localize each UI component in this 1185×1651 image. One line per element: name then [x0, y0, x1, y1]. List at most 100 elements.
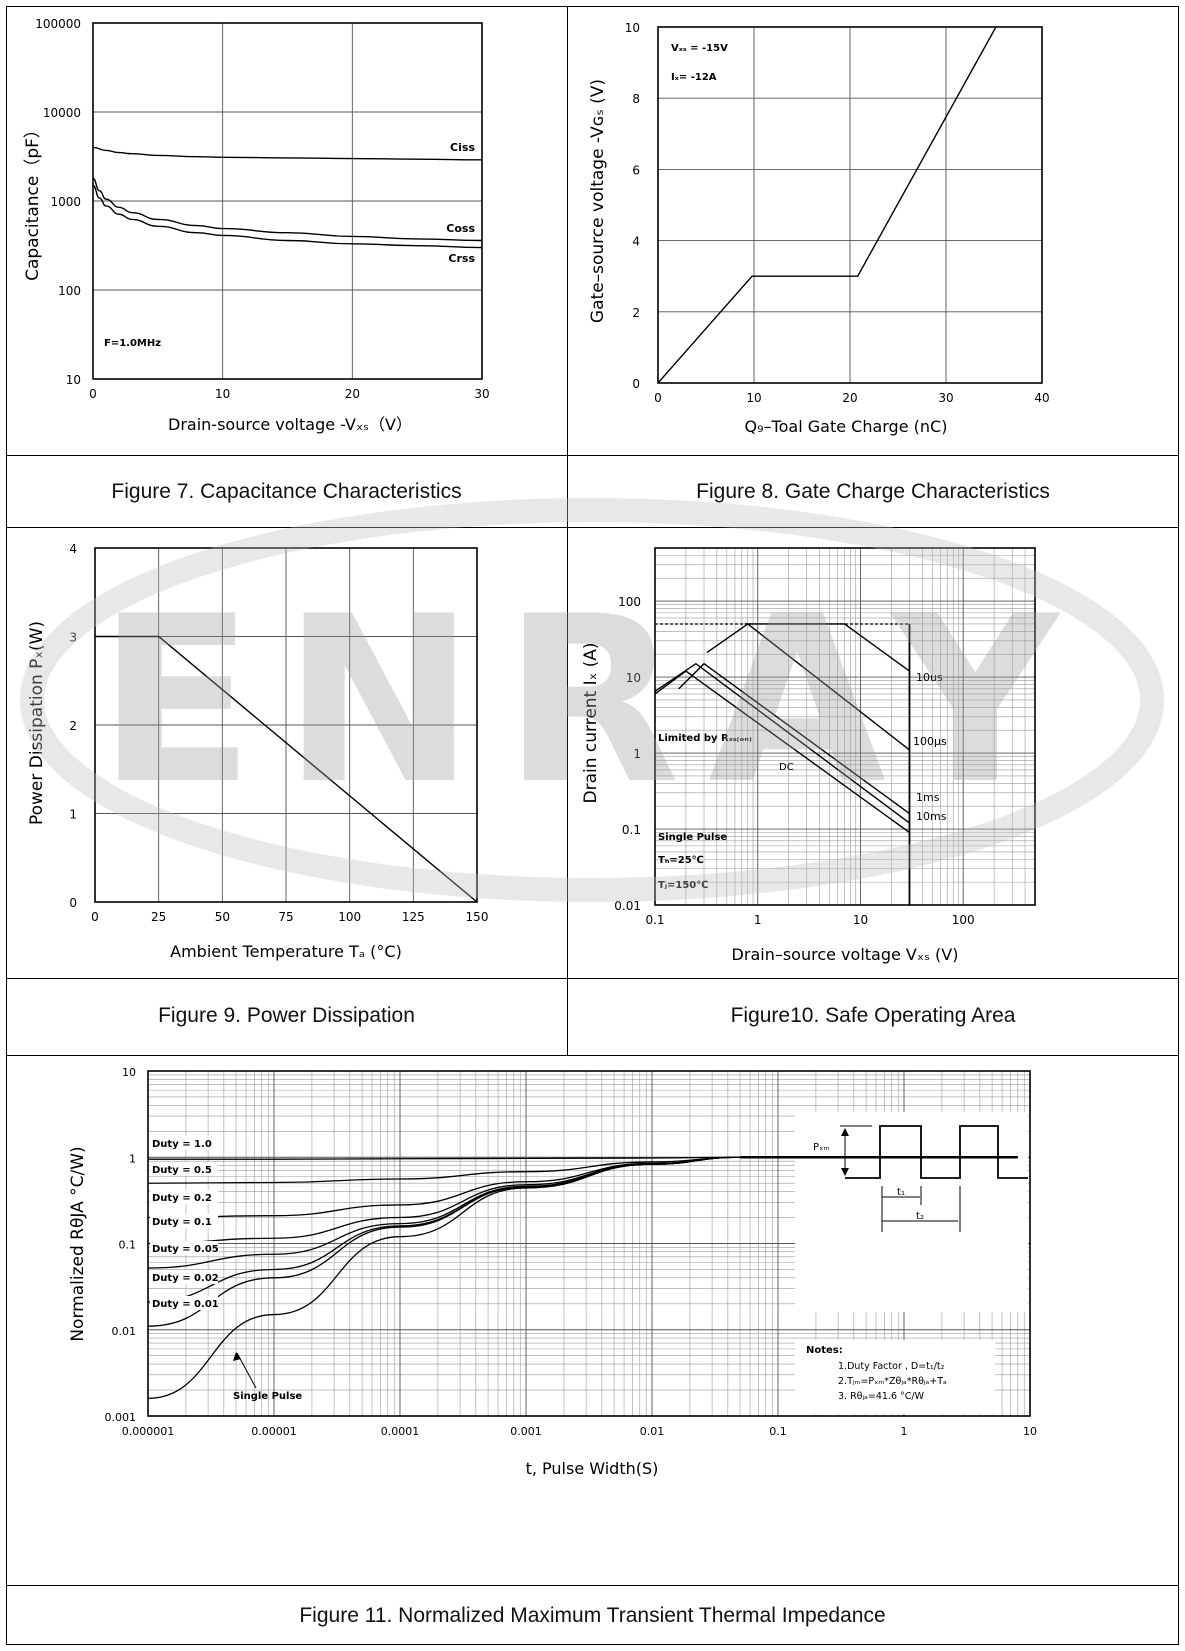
fig8-ytick-label: 8 — [632, 92, 640, 106]
fig11-label-single-pulse: Single Pulse — [233, 1391, 302, 1402]
fig7-series-ciss — [93, 147, 482, 159]
fig10-annotation-single-pulse: Single Pulse — [658, 832, 727, 843]
fig11-xtick-label: 0.01 — [640, 1425, 665, 1438]
fig11-inset-mask — [795, 1112, 1028, 1312]
fig11-xtick-label: 0.0001 — [381, 1425, 420, 1438]
fig10-ytick-label: 100 — [618, 595, 641, 609]
fig8-ylabel: Gate–source voltage -Vɢₛ (V) — [588, 79, 608, 323]
fig10-ytick-label: 0.1 — [622, 823, 641, 837]
fig10-xtick-label: 10 — [853, 913, 868, 927]
fig9-ytick-label: 1 — [69, 808, 77, 822]
fig9-ylabel: Power Dissipation Pₓ(W) — [27, 621, 47, 825]
fig11-duty-label-1: Duty = 0.5 — [152, 1165, 212, 1176]
fig11-note-2: 2.Tⱼₘ=Pₓₘ*Zθⱼₐ*Rθⱼₐ+Tₐ — [838, 1376, 947, 1387]
fig9-ytick-label: 3 — [69, 631, 77, 645]
fig8-ytick-label: 2 — [632, 306, 640, 320]
fig11-duty-label-5: Duty = 0.02 — [152, 1273, 219, 1284]
fig10-annotation-tj: Tⱼ=150℃ — [658, 880, 708, 891]
fig9-xtick-label: 150 — [466, 910, 489, 924]
fig10-label-1ms: 1ms — [916, 791, 940, 804]
fig11-duty-label-3: Duty = 0.1 — [152, 1217, 212, 1228]
fig10-xtick-label: 1 — [754, 913, 762, 927]
fig9-ytick-label: 4 — [69, 542, 77, 556]
fig9-xtick-label: 25 — [151, 910, 166, 924]
fig9-xtick-label: 50 — [215, 910, 230, 924]
fig11-ytick-label: 0.01 — [112, 1325, 137, 1338]
fig11-duty-label-0: Duty = 1.0 — [152, 1139, 212, 1150]
fig8-ytick-label: 10 — [625, 21, 640, 35]
fig7-xtick-label: 30 — [474, 387, 489, 401]
fig8-ytick-label: 4 — [632, 235, 640, 249]
fig8-ytick-label: 0 — [632, 377, 640, 391]
fig7-ytick-label: 10000 — [43, 106, 81, 120]
fig7-ytick-label: 100000 — [35, 17, 81, 31]
fig11-xtick-label: 0.000001 — [122, 1425, 175, 1438]
fig10-xtick-label: 100 — [952, 913, 975, 927]
fig9-xtick-label: 125 — [402, 910, 425, 924]
fig10-annotation-tc: Tₕ=25℃ — [658, 855, 704, 866]
fig11-note-1: 1.Duty Factor , D=t₁/t₂ — [838, 1361, 945, 1372]
fig7-label-crss: Crss — [448, 252, 475, 265]
fig10-label-10us: 10us — [916, 671, 943, 684]
fig7-ytick-label: 1000 — [50, 195, 81, 209]
fig8-xtick-label: 40 — [1034, 391, 1049, 405]
fig11-ytick-label: 1 — [129, 1152, 136, 1165]
fig10-series-100-s — [707, 624, 910, 750]
fig11-note-3: 3. Rθⱼₐ=41.6 °C/W — [838, 1391, 925, 1402]
fig8-annotation-id: Iₓ= -12A — [671, 72, 717, 83]
fig7-annotation: F=1.0MHz — [104, 338, 161, 349]
fig11-xtick-label: 1 — [901, 1425, 908, 1438]
fig11-xtick-label: 10 — [1023, 1425, 1037, 1438]
fig11-notes-title: Notes: — [806, 1345, 843, 1356]
fig11-ytick-label: 0.1 — [119, 1239, 137, 1252]
fig9-ytick-label: 2 — [69, 719, 77, 733]
fig10-ytick-label: 10 — [626, 671, 641, 685]
fig11-ytick-label: 10 — [122, 1066, 136, 1079]
fig9-xlabel: Ambient Temperature Tₐ (°C) — [170, 942, 402, 961]
fig10-series-dc — [655, 671, 909, 832]
fig11-xlabel: t, Pulse Width(S) — [526, 1459, 659, 1478]
fig11-duty-label-6: Duty = 0.01 — [152, 1299, 219, 1310]
fig11-duty-label-4: Duty = 0.05 — [152, 1244, 219, 1255]
fig10-label-10ms: 10ms — [916, 810, 947, 823]
fig11-inset-t2: t₂ — [916, 1211, 924, 1222]
fig8-xtick-label: 10 — [746, 391, 761, 405]
fig7-xlabel: Drain-source voltage -Vₓₛ（V） — [168, 415, 412, 434]
fig11-xtick-label: 0.1 — [769, 1425, 787, 1438]
fig8-xtick-label: 20 — [842, 391, 857, 405]
fig10-label-100us: 100µs — [913, 735, 947, 748]
fig9-xtick-label: 75 — [278, 910, 293, 924]
fig8-xlabel: Q₉–Toal Gate Charge (nC) — [745, 417, 948, 436]
fig9-ytick-label: 0 — [69, 896, 77, 910]
fig10-xtick-label: 0.1 — [645, 913, 664, 927]
fig10-ytick-label: 0.01 — [614, 899, 641, 913]
fig10-xlabel: Drain–source voltage Vₓₛ (V) — [732, 945, 959, 964]
fig7-series-crss — [93, 185, 482, 247]
fig11-xtick-label: 0.001 — [510, 1425, 542, 1438]
fig7-ytick-label: 10 — [66, 373, 81, 387]
fig7-xtick-label: 20 — [345, 387, 360, 401]
fig10-annotation-dc: DC — [779, 762, 794, 773]
fig11-inset-pdm: Pₓₘ — [813, 1142, 830, 1153]
fig8-xtick-label: 0 — [654, 391, 662, 405]
fig10-ytick-label: 1 — [633, 747, 641, 761]
fig7-series-coss — [93, 178, 482, 240]
fig11-duty-label-2: Duty = 0.2 — [152, 1193, 212, 1204]
fig7-ytick-label: 100 — [58, 284, 81, 298]
fig9-xtick-label: 100 — [338, 910, 361, 924]
fig8-xtick-label: 30 — [938, 391, 953, 405]
fig11-xtick-label: 0.00001 — [251, 1425, 297, 1438]
fig11-ytick-label: 0.001 — [105, 1411, 137, 1424]
fig8-ytick-label: 6 — [632, 163, 640, 177]
fig7-label-ciss: Ciss — [450, 141, 475, 154]
fig10-annotation-limited: Limited by Rₓₛ₍ₒₙ₎ — [658, 733, 752, 744]
fig10-ylabel: Drain current Iₓ (A) — [581, 643, 601, 804]
fig7-label-coss: Coss — [446, 222, 475, 235]
fig7-xtick-label: 0 — [89, 387, 97, 401]
fig7-xtick-label: 10 — [215, 387, 230, 401]
fig7-ylabel: Capacitance（pF） — [23, 121, 43, 281]
fig9-xtick-label: 0 — [91, 910, 99, 924]
fig11-ylabel: Normalized RθJA °C/W) — [68, 1146, 88, 1341]
fig11-inset-t1: t₁ — [897, 1187, 905, 1198]
